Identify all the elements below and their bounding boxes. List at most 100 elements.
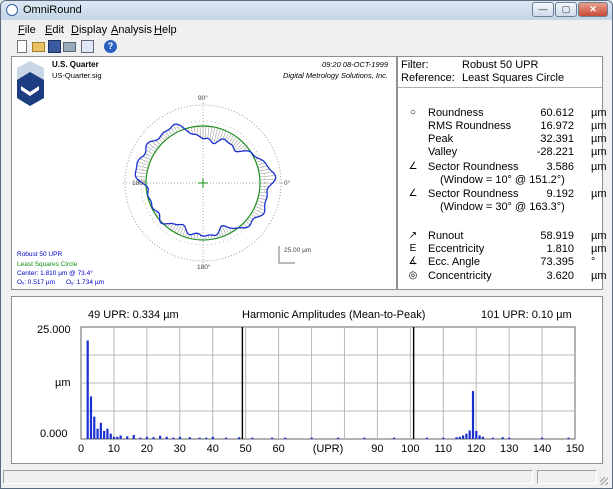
filter-value: Robust 50 UPR [462,59,539,71]
measurement-label: RMS Roundness [428,120,512,132]
title-bar[interactable]: OmniRound — ▢ ✕ [1,1,612,20]
status-pane-main [3,470,533,484]
harmonic-bar [458,436,461,439]
measurement-unit: µm [591,161,607,173]
deviation-line [208,235,210,240]
reference-label: Reference: [401,72,455,84]
measurement-row: (Window = 10° @ 151.2°) [398,174,608,187]
angle-90: 90° [198,95,208,102]
results-panel: Filter: Robust 50 UPR Reference: Least S… [397,56,607,290]
menu-file[interactable]: File [18,24,36,36]
resize-grip[interactable] [600,477,608,485]
harmonic-panel: 49 UPR: 0.334 µm Harmonic Amplitudes (Me… [11,296,603,464]
x-tick-label: 120 [467,443,485,455]
open-folder-icon[interactable] [32,42,45,52]
copy-icon[interactable] [81,40,94,53]
harmonic-bar [188,437,191,439]
harmonic-bar [251,437,254,439]
measurement-unit: µm [591,146,607,158]
harmonic-bar [93,416,96,439]
harmonic-bar [425,437,428,439]
measurement-value: 16.972 [540,120,574,132]
menu-analysis[interactable]: Analysis [111,24,152,36]
harmonic-title: Harmonic Amplitudes (Mean-to-Peak) [242,309,426,321]
maximize-button[interactable]: ▢ [555,2,577,17]
measurement-row: ◎ Concentricity 3.620 µm [398,270,608,283]
deviation-line [257,162,266,166]
deviation-line [151,141,159,148]
measurement-value: 60.612 [540,107,574,119]
menu-edit[interactable]: Edit [45,24,64,36]
scale-label: 25.00 µm [284,247,312,254]
x-tick-label: 30 [174,443,186,455]
legend-center: Center: 1.810 µm @ 73.4° [17,270,93,277]
deviation-line [199,126,201,138]
measurement-label: Eccentricity [428,243,485,255]
deviation-line [254,205,265,211]
minimize-button[interactable]: — [532,2,554,17]
deviation-line [176,123,181,132]
measurement-label: Valley [428,146,458,158]
status-bar [1,467,612,488]
new-file-icon[interactable] [17,40,27,53]
legend-reference: Least Squares Circle [17,261,78,268]
outer-grid-circle [124,104,282,262]
deviation-line [247,218,252,223]
app-icon [6,4,18,16]
deviation-line [259,185,270,187]
harmonic-bar [172,437,175,439]
deviation-line [171,224,177,231]
results-divider [398,87,602,88]
deviation-line [259,175,276,178]
harmonic-bar [471,391,475,439]
menu-display[interactable]: Display [71,24,108,36]
x-tick-label: 100 [401,443,419,455]
measurement-row: RMS Roundness 16.972 µm [398,120,608,133]
harmonic-bar [89,396,93,439]
x-tick-label: (UPR) [313,443,344,455]
deviation-line [136,168,148,172]
deviation-line [258,197,267,201]
deviation-line [253,208,264,215]
print-icon[interactable] [63,42,76,52]
deviation-line [256,159,263,163]
x-tick-label: 20 [141,443,153,455]
measurement-row: ○ Roundness 60.612 µm [398,107,608,120]
deviation-line [158,138,163,143]
deviation-line [259,171,273,175]
x-tick-label: 0 [78,443,84,455]
harmonic-bar [392,437,396,439]
save-icon[interactable] [48,40,61,53]
menu-help[interactable]: Help [154,24,177,36]
measurement-row: Valley -28.221 µm [398,146,608,159]
deviation-line [250,213,257,218]
measurement-unit: µm [591,133,607,145]
help-icon[interactable]: ? [104,40,117,53]
deviation-line [228,135,235,144]
part-name: U.S. Quarter [52,60,99,69]
harmonic-bar [152,437,155,439]
deviation-line [142,155,152,161]
legend-oy: Oᵧ: 1.734 µm [66,279,104,286]
harmonic-bar [99,422,102,439]
deviation-line [219,129,224,141]
deviation-line [135,175,147,178]
close-button[interactable]: ✕ [578,2,608,17]
measurement-row: (Window = 30° @ 163.3°) [398,201,608,214]
measurement-value: 3.620 [546,270,574,282]
harmonic-bar [491,437,494,439]
measurement-icon: ∠ [408,161,418,172]
deviation-line [243,223,248,228]
harmonic-bar [468,430,471,439]
harmonic-bar [132,434,135,439]
harmonic-bar [165,436,168,439]
deviation-line [213,127,219,144]
deviation-line [193,233,196,240]
x-tick-label: 140 [533,443,551,455]
deviation-line [220,227,224,237]
angle-180-left: 180° [132,180,146,187]
measurement-window: (Window = 10° @ 151.2°) [440,174,565,186]
measurement-unit: µm [591,230,607,242]
deviation-line [209,126,213,140]
